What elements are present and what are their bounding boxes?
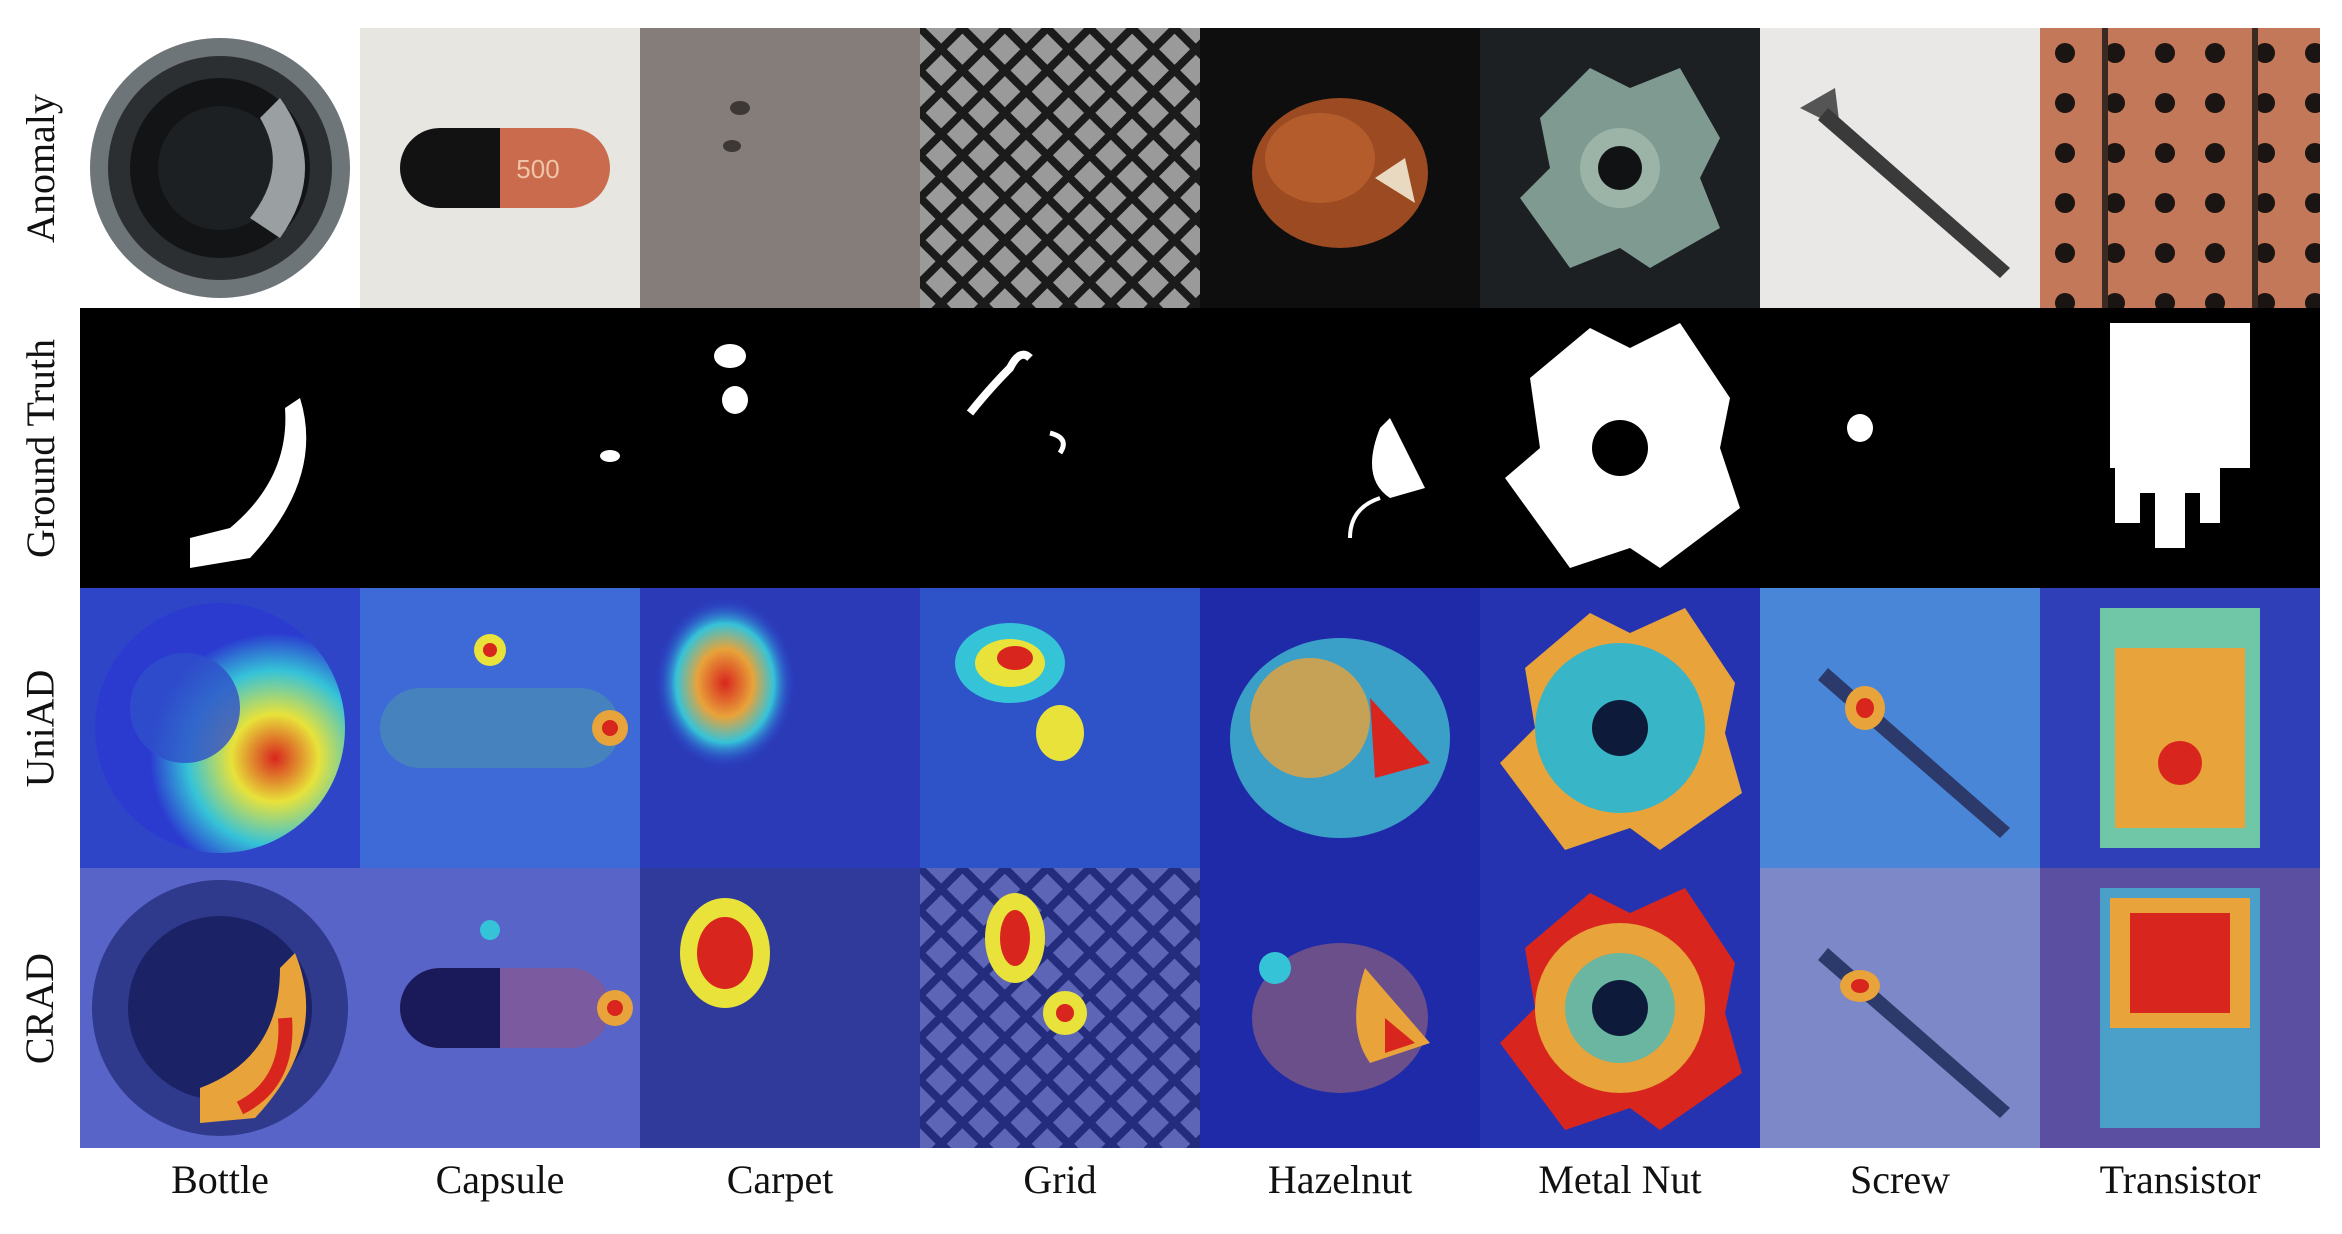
column-label-hazelnut: Hazelnut bbox=[1267, 1157, 1413, 1202]
image-grid: 500 bbox=[80, 28, 2320, 1148]
column-label-carpet: Carpet bbox=[726, 1157, 834, 1202]
row-label-anomaly: Anomaly bbox=[17, 93, 63, 243]
column-label-capsule: Capsule bbox=[435, 1157, 565, 1202]
crad-grid-heatmap bbox=[920, 868, 1200, 1148]
ground-truth-hazelnut-mask bbox=[1200, 308, 1480, 588]
uniad-screw-heatmap bbox=[1760, 588, 2040, 868]
uniad-hazelnut-heatmap bbox=[1200, 588, 1480, 868]
anomaly-capsule-image: 500 bbox=[360, 28, 640, 308]
uniad-grid-heatmap bbox=[920, 588, 1200, 868]
ground-truth-bottle-mask bbox=[80, 308, 360, 588]
crad-transistor-heatmap bbox=[2040, 868, 2320, 1148]
row-label-uniad: UniAD bbox=[17, 669, 63, 787]
column-label-metal-nut: Metal Nut bbox=[1538, 1157, 1702, 1202]
anomaly-metal-nut-image bbox=[1480, 28, 1760, 308]
ground-truth-metal-nut-mask bbox=[1480, 308, 1760, 588]
column-label-grid: Grid bbox=[1023, 1157, 1097, 1202]
ground-truth-screw-mask bbox=[1760, 308, 2040, 588]
uniad-transistor-heatmap bbox=[2040, 588, 2320, 868]
crad-carpet-heatmap bbox=[640, 868, 920, 1148]
crad-screw-heatmap bbox=[1760, 868, 2040, 1148]
column-label-screw: Screw bbox=[1850, 1157, 1950, 1202]
anomaly-bottle-image bbox=[80, 28, 360, 308]
ground-truth-carpet-mask bbox=[640, 308, 920, 588]
anomaly-grid-image bbox=[920, 28, 1200, 308]
uniad-capsule-heatmap bbox=[360, 588, 640, 868]
row-label-ground-truth: Ground Truth bbox=[17, 338, 63, 558]
ground-truth-capsule-mask bbox=[360, 308, 640, 588]
anomaly-screw-image bbox=[1760, 28, 2040, 308]
uniad-carpet-heatmap bbox=[640, 588, 920, 868]
ground-truth-transistor-mask bbox=[2040, 308, 2320, 588]
ground-truth-grid-mask bbox=[920, 308, 1200, 588]
crad-bottle-heatmap bbox=[80, 868, 360, 1148]
column-label-bottle: Bottle bbox=[171, 1157, 269, 1202]
row-label-crad: CRAD bbox=[17, 952, 63, 1064]
column-label-transistor: Transistor bbox=[2099, 1157, 2261, 1202]
anomaly-carpet-image bbox=[640, 28, 920, 308]
capsule-print-text: 500 bbox=[516, 154, 559, 184]
crad-capsule-heatmap bbox=[360, 868, 640, 1148]
anomaly-transistor-image bbox=[2040, 28, 2320, 308]
anomaly-hazelnut-image bbox=[1200, 28, 1480, 308]
uniad-metal-nut-heatmap bbox=[1480, 588, 1760, 868]
crad-hazelnut-heatmap bbox=[1200, 868, 1480, 1148]
uniad-bottle-heatmap bbox=[80, 588, 360, 868]
crad-metal-nut-heatmap bbox=[1480, 868, 1760, 1148]
